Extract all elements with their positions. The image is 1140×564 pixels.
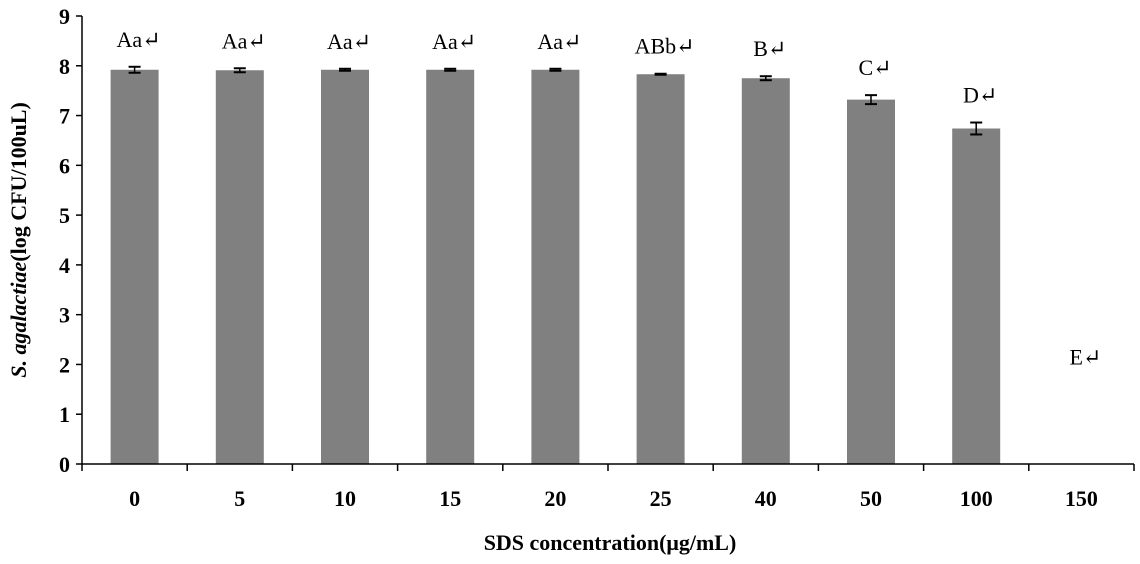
x-tick-label: 0 xyxy=(129,486,140,511)
y-tick-label: 0 xyxy=(59,452,70,477)
bar-label: D↵ xyxy=(963,83,997,108)
x-tick-label: 5 xyxy=(234,486,245,511)
x-axis-title: SDS concentration(μg/mL) xyxy=(484,530,737,555)
x-tick-label: 15 xyxy=(439,486,461,511)
x-tick-label: 100 xyxy=(960,486,993,511)
bar xyxy=(531,69,580,464)
y-tick-label: 4 xyxy=(59,253,70,278)
error-bars-layer xyxy=(128,65,983,136)
bar-label: E↵ xyxy=(1069,344,1101,369)
bar xyxy=(426,69,475,464)
bar xyxy=(215,70,264,464)
bar-label: ABb↵ xyxy=(635,34,695,59)
y-tick-label: 1 xyxy=(59,402,70,427)
bar xyxy=(321,69,369,464)
x-tick-label: 40 xyxy=(755,486,777,511)
bar-label: Aa↵ xyxy=(327,29,371,54)
y-axis-title: S. agalactiae(log CFU/100uL) xyxy=(6,102,31,378)
y-tick-label: 5 xyxy=(59,203,70,228)
axes-layer: 0 1 2 3 4 5 6 7 8 9 0 5 10 15 20 25 40 50 100 150 xyxy=(59,4,1135,511)
bars-layer xyxy=(110,69,1001,465)
x-tick-label: 20 xyxy=(544,486,566,511)
labels-layer: Aa↵ Aa↵ Aa↵ Aa↵ Aa↵ ABb↵ B↵ C↵ D↵ E↵ xyxy=(117,27,1102,370)
x-tick-label: 50 xyxy=(860,486,882,511)
bar-label: Aa↵ xyxy=(537,29,581,54)
bar xyxy=(636,74,685,465)
y-axis-title-rest: (log CFU/100uL) xyxy=(6,102,31,262)
bar-label: Aa↵ xyxy=(432,29,476,54)
x-tick-label: 25 xyxy=(650,486,672,511)
y-axis-title-italic: S. agalactiae xyxy=(6,261,31,377)
y-tick-label: 7 xyxy=(59,104,70,129)
bar-label: Aa↵ xyxy=(222,28,266,53)
bar xyxy=(741,78,790,464)
bar-label: Aa↵ xyxy=(117,27,161,52)
x-tick-label: 10 xyxy=(334,486,356,511)
bar xyxy=(952,128,1001,464)
y-tick-label: 3 xyxy=(59,303,70,328)
y-tick-label: 9 xyxy=(59,4,70,29)
bar xyxy=(110,69,159,464)
y-tick-label: 8 xyxy=(59,54,70,79)
y-tick-label: 6 xyxy=(59,153,70,178)
bar-label: B↵ xyxy=(753,36,786,61)
y-tick-label: 2 xyxy=(59,352,70,377)
bar-label: C↵ xyxy=(858,55,891,80)
bar xyxy=(847,99,895,465)
x-tick-label: 150 xyxy=(1065,486,1098,511)
